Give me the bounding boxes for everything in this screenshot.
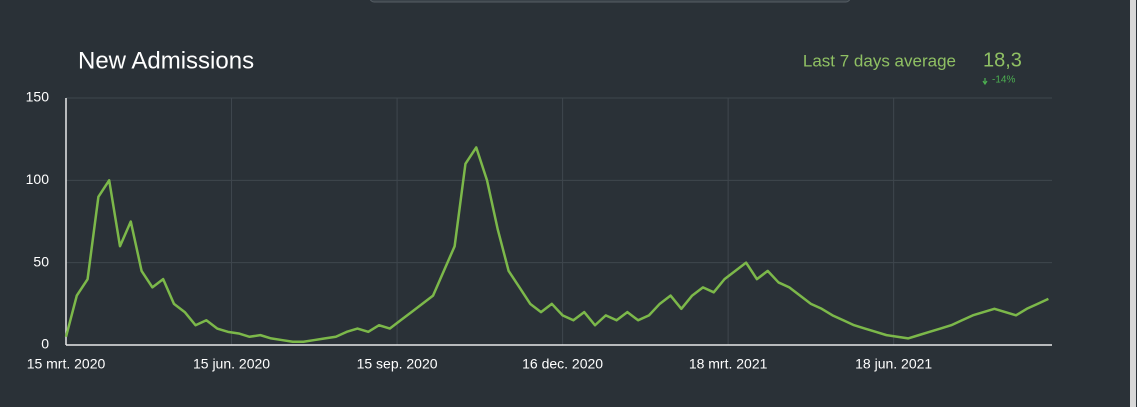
data-line <box>64 146 1049 343</box>
x-tick-label: 16 dec. 2020 <box>522 356 603 372</box>
x-tick-label: 15 mrt. 2020 <box>27 356 106 372</box>
x-tick-label: 15 sep. 2020 <box>357 356 438 372</box>
chart-title: New Admissions <box>78 47 254 74</box>
x-tick-label: 18 mrt. 2021 <box>689 356 768 372</box>
x-tick-label: 15 jun. 2020 <box>193 356 270 372</box>
average-change: -14% <box>992 75 1015 86</box>
top-tab <box>369 0 851 3</box>
y-tick-label: 50 <box>33 253 49 269</box>
y-tick-label: 0 <box>41 336 49 352</box>
y-tick-label: 100 <box>26 171 50 187</box>
down-arrow <box>982 78 988 86</box>
average-value: 18,3 <box>983 49 1022 71</box>
average-label: Last 7 days average <box>803 51 956 70</box>
x-tick-label: 18 jun. 2021 <box>855 356 932 372</box>
y-tick-label: 150 <box>26 89 50 105</box>
